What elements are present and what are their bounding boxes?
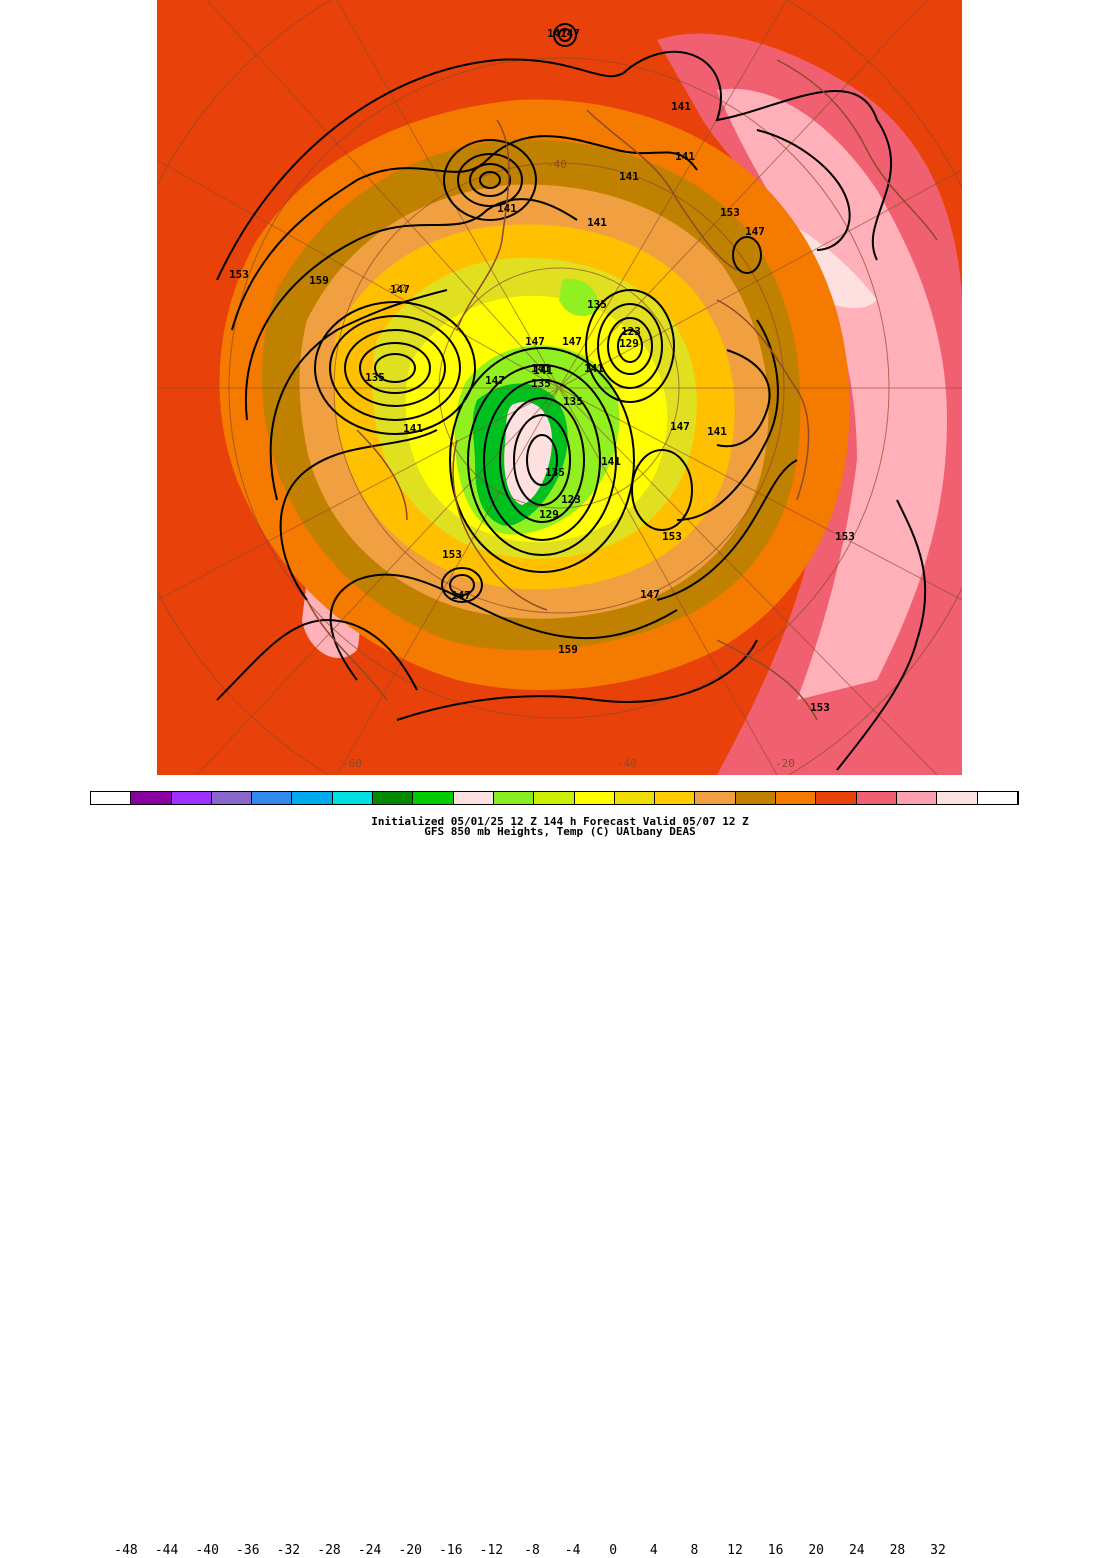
height-contour-label: 153 (810, 701, 830, 714)
height-contour-label: 147 (451, 589, 471, 602)
colorbar-swatch (373, 792, 414, 804)
colorbar-swatch (816, 792, 857, 804)
colorbar-tick-label: 0 (609, 1543, 618, 1558)
colorbar-swatch (252, 792, 293, 804)
height-contour-label: 147 (547, 27, 567, 40)
height-contour-label: 123 (621, 325, 641, 338)
light-pink-region (717, 88, 947, 701)
height-contour-label: 135 (563, 395, 583, 408)
colorbar-tick-label: -8 (524, 1543, 540, 1558)
colorbar-swatch (614, 792, 656, 804)
latitude-label-group: -40 -20 -40 -60 -20 (342, 158, 795, 770)
colorbar-swatch (413, 792, 454, 804)
colorbar-swatch (171, 792, 212, 804)
height-contour-label: 141 (403, 422, 423, 435)
height-contour-label: 153 (835, 530, 855, 543)
colorbar-tick-label: -28 (317, 1543, 341, 1558)
height-contour-label: 141 (707, 425, 727, 438)
height-contour-label: 153 (442, 548, 462, 561)
colorbar-tick-label: 32 (930, 1543, 946, 1558)
colorbar-swatch (896, 792, 938, 804)
footer-model-line: GFS 850 mb Heights, Temp (C) UAlbany DEA… (424, 825, 696, 838)
colorbar-swatch (493, 792, 535, 804)
height-contour-label: 147 (670, 420, 690, 433)
height-contour-label: 159 (558, 643, 578, 656)
colorbar-tick-label: 16 (767, 1543, 784, 1558)
height-contour-label: 129 (539, 508, 559, 521)
height-contour-label: 141 (671, 100, 691, 113)
height-contour-label: 147 (562, 335, 582, 348)
colorbar-swatch (534, 792, 575, 804)
latitude-label: -40 (547, 158, 567, 171)
coastlines (306, 59, 938, 721)
height-contour-label: 153 (229, 268, 249, 281)
colorbar-swatch (292, 792, 333, 804)
colorbar-tick-label: 4 (649, 1543, 658, 1558)
contour-label-group: 1471471411411411411411531531471591471351… (229, 27, 855, 714)
height-contour-label: 135 (587, 298, 607, 311)
height-contour-label: 153 (662, 530, 682, 543)
colorbar-tick-label: -4 (564, 1543, 581, 1558)
height-contours (216, 50, 927, 771)
colorbar-swatch (332, 792, 374, 804)
colorbar-swatch (655, 792, 696, 804)
height-contour-label: 147 (390, 283, 410, 296)
colorbar-swatch (977, 792, 1018, 804)
colorbar-tick-label: -24 (357, 1543, 382, 1558)
height-contour-label: 153 (720, 206, 740, 219)
colorbar-tick-label: -44 (154, 1543, 179, 1558)
colorbar-swatch (211, 792, 253, 804)
colorbar-tick-label: -20 (398, 1543, 422, 1558)
map-panel: 147 147 141 141 141 141 141 153 153 147 159 147 135 1… (157, 0, 962, 775)
height-contour-label: 135 (365, 371, 385, 384)
colorbar-tick-label: -36 (236, 1543, 260, 1558)
colorbar-swatches (90, 791, 1019, 805)
colorbar-tick-label: 12 (727, 1543, 743, 1558)
height-contour-label: 147 (745, 225, 765, 238)
height-contour-label: 159 (309, 274, 329, 287)
colorbar-tick-label: -32 (276, 1543, 301, 1558)
colorbar-swatch (937, 792, 978, 804)
height-contour-label: 135 (531, 377, 551, 390)
latitude-label: -20 (387, 282, 407, 295)
cyclone-rings (314, 23, 762, 603)
colorbar-swatch (453, 792, 494, 804)
height-contour-label: 141 (675, 150, 695, 163)
colorbar-tick-label: -12 (479, 1543, 504, 1558)
height-contour-label: 141 (601, 455, 621, 468)
temperature-height-map: 1471471411411411411411531531471591471351… (157, 0, 962, 775)
colorbar-tick-label: -40 (195, 1543, 219, 1558)
colorbar-swatch (574, 792, 615, 804)
colorbar-tick-label: 28 (889, 1543, 906, 1558)
colorbar-swatch (856, 792, 897, 804)
colorbar-swatch (91, 792, 132, 804)
height-contour-label: 147 (640, 588, 660, 601)
latitude-label: -60 (342, 757, 362, 770)
colorbar-swatch (131, 792, 172, 804)
height-contour-label: 141 (587, 216, 607, 229)
height-contour-label: 141 (619, 170, 639, 183)
height-contour-label: 141 (584, 362, 604, 375)
height-contour-label: 141 (531, 362, 551, 375)
footer-init-line: Initialized 05/01/25 12 Z 144 h Forecast… (371, 815, 749, 828)
colorbar-swatch (735, 792, 777, 804)
height-contour-label: 141 (497, 202, 517, 215)
height-contour-label: 135 (545, 466, 565, 479)
colorbar-tick-label: -16 (439, 1543, 463, 1558)
height-contour-label: 123 (561, 493, 581, 506)
colorbar-swatch (695, 792, 736, 804)
colorbar-tick-label: 8 (690, 1543, 699, 1558)
height-contour-label: 147 (525, 335, 545, 348)
height-contour-label: 129 (619, 337, 639, 350)
colorbar-swatch (776, 792, 817, 804)
height-contour-label: 147 (560, 27, 580, 40)
colorbar-tick-label: -48 (114, 1543, 138, 1558)
height-contour-label: 141 (533, 364, 553, 377)
light-green-patch (559, 279, 598, 316)
latitude-label: -40 (617, 757, 637, 770)
latitude-label: -20 (775, 757, 795, 770)
colorbar-tick-label: 24 (848, 1543, 865, 1558)
height-contour-label: 147 (485, 374, 505, 387)
colorbar-tick-label: 20 (808, 1543, 825, 1558)
